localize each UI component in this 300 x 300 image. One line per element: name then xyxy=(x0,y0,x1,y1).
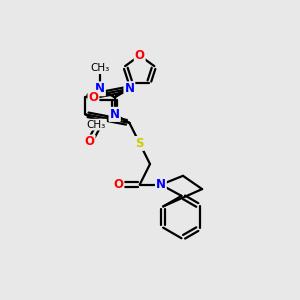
Text: N: N xyxy=(156,178,166,191)
Text: N: N xyxy=(110,108,120,121)
Text: O: O xyxy=(88,91,98,104)
Text: S: S xyxy=(135,137,144,150)
Text: O: O xyxy=(85,136,94,148)
Text: CH₃: CH₃ xyxy=(87,120,106,130)
Text: O: O xyxy=(113,178,124,191)
Text: N: N xyxy=(110,108,120,121)
Text: N: N xyxy=(95,82,105,95)
Text: O: O xyxy=(135,49,145,62)
Text: CH₃: CH₃ xyxy=(90,63,110,73)
Text: N: N xyxy=(124,82,134,95)
